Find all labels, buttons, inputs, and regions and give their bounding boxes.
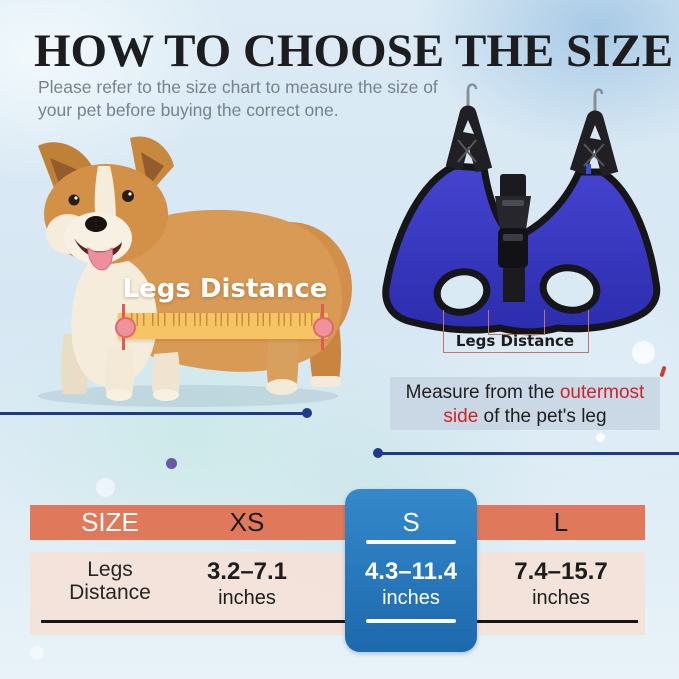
value-xs-unit: inches: [218, 587, 276, 609]
subtitle-text: Please refer to the size chart to measur…: [38, 77, 438, 120]
dog-nose: [85, 216, 107, 232]
ruler-endpoint-left: [115, 317, 136, 338]
note-part: Measure from the: [405, 382, 560, 403]
divider-dot-right: [373, 448, 383, 458]
measure-note: Measure from the outermost side of the p…: [390, 377, 660, 430]
dog-legs-distance-label: Legs Distance: [122, 274, 328, 304]
dog-eye: [122, 190, 134, 202]
selected-size-column: [345, 489, 477, 652]
white-dot: [30, 646, 44, 660]
brand-tag: [586, 164, 591, 174]
row-label-legs-distance: Legs Distance: [69, 558, 151, 604]
note-highlight: outermost side: [443, 382, 645, 427]
dog-head: [38, 136, 174, 271]
header-cell-l: L: [553, 507, 569, 537]
red-tick-decoration: [659, 365, 667, 378]
value-xs-range: 3.2–7.1: [206, 558, 288, 585]
corgi-dog-photo: [38, 136, 352, 407]
leg-hole-right: [539, 264, 601, 314]
harness-legs-distance-label: Legs Distance: [455, 332, 575, 350]
white-dot: [96, 478, 115, 497]
measure-bracket-inner: [488, 310, 545, 335]
header-cell-xs: XS: [229, 507, 265, 537]
page-title: HOW TO CHOOSE THE SIZE: [34, 25, 674, 77]
dog-hind-leg: [266, 332, 299, 388]
ruler-endpoint-right: [313, 317, 334, 338]
hanger-hooks: [466, 83, 604, 119]
value-s-unit: inches: [382, 587, 440, 609]
harness-straps: [445, 105, 619, 177]
measure-bracket-outer: [443, 310, 589, 353]
ruler-graphic: [118, 313, 328, 339]
buckle: [495, 174, 531, 302]
note-part: of the pet's leg: [478, 406, 607, 427]
header-cell-size: SIZE: [81, 507, 139, 537]
divider-line-left: [0, 412, 307, 415]
dog-chest: [71, 254, 158, 388]
row-rule-right: [477, 620, 638, 623]
white-dot: [632, 341, 655, 364]
row-rule-left: [41, 620, 345, 623]
value-s-range: 4.3–11.4: [364, 558, 458, 585]
dog-eye: [68, 194, 80, 206]
selected-header-underline: [366, 540, 456, 544]
white-dot: [596, 433, 605, 442]
divider-dot-left: [302, 408, 312, 418]
leg-hole-left: [433, 268, 491, 316]
harness-product-photo: [382, 83, 661, 336]
value-l-range: 7.4–15.7: [514, 558, 608, 585]
measure-note-text: Measure from the outermost side of the p…: [391, 381, 659, 429]
dog-tongue: [87, 247, 113, 271]
dog-front-legs: [104, 346, 180, 401]
size-table-header-bar: [30, 505, 645, 540]
divider-line-right: [378, 452, 679, 455]
purple-dot: [166, 458, 177, 469]
selected-row-underline: [366, 619, 456, 623]
dog-blaze: [94, 166, 116, 224]
value-l-unit: inches: [532, 587, 590, 609]
header-cell-s: S: [402, 507, 420, 537]
